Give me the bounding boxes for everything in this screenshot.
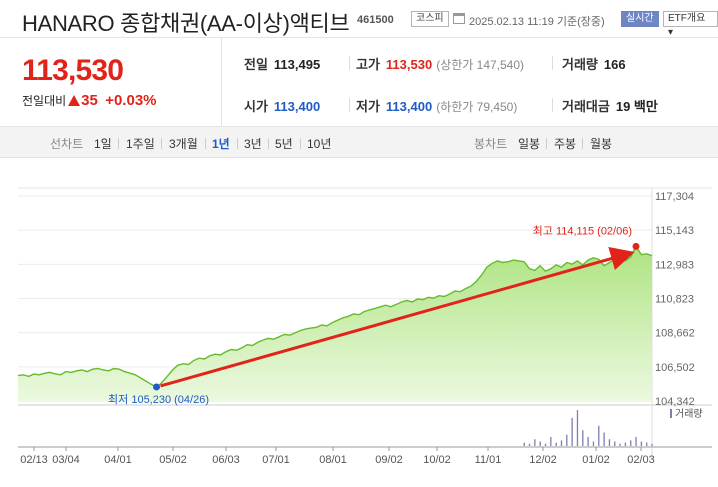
volume-bar [571,417,573,446]
tab-1w[interactable]: 1주일 [126,137,155,151]
x-tick-label: 07/01 [262,454,290,466]
volume-bar [624,442,627,446]
volume-bar [651,443,653,446]
x-tick-label: 01/02 [582,454,610,466]
etf-overview-button[interactable]: ETF개요 ▾ [663,11,718,38]
tab-1y[interactable]: 1년 [212,137,230,151]
x-tick-label: 05/02 [159,454,187,466]
tab-daily[interactable]: 일봉 [518,137,541,151]
x-tick-label: 11/01 [475,454,502,466]
x-tick-label: 09/02 [375,454,403,466]
tab-3m[interactable]: 3개월 [169,137,198,151]
y-tick-label: 104,342 [655,396,695,408]
tab-10y[interactable]: 10년 [307,137,332,151]
x-tick-label: 04/01 [104,454,132,466]
x-tick-label: 10/02 [423,454,451,466]
stat-high: 고가 113,530 (상한가 147,540) [356,57,525,72]
volume-bar [598,425,600,446]
volume-legend-swatch [670,409,672,418]
volume-bar [576,410,579,446]
volume-bar [544,443,547,446]
y-tick-label: 108,662 [655,328,695,340]
y-tick-label: 106,502 [655,362,695,374]
current-price: 113,530 [22,54,124,87]
volume-bar [635,437,637,446]
y-tick-label: 117,304 [655,191,694,203]
stat-amount: 거래대금 19 백만 [562,99,658,114]
high-label: 최고 114,115 (02/06) [533,224,632,237]
volume-bar [566,434,568,446]
tab-1d[interactable]: 1일 [94,137,112,151]
stat-volume: 거래량 166 [562,57,626,72]
stat-prev: 전일 113,495 [244,57,321,72]
x-tick-label: 08/01 [319,454,347,466]
stat-open: 시가 113,400 [244,99,321,114]
market-badge: 코스피 [411,11,449,27]
etf-title: HANARO 종합채권(AA-이상)액티브 [22,11,350,36]
volume-bar [528,443,531,446]
price-stats: 전일 113,495 고가 113,530 (상한가 147,540) 거래량 166 … [222,38,718,126]
change-percent: +0.03% [105,92,157,109]
timestamp: 2025.02.13 11:19 기준(장중) [469,16,605,28]
candle-chart-label: 봉차트 [474,137,508,151]
volume-bar [587,437,589,446]
price-change: 전일대비 35 +0.03% [22,92,157,109]
chart-tabs: 선차트 1일 1주일 3개월 1년 3년 5년 10년 봉차트 일봉 주봉 월봉 [0,126,718,158]
low-point [153,383,161,391]
x-tick-label: 06/03 [212,454,240,466]
x-tick-label: 02/03 [627,454,655,466]
line-chart-label: 선차트 [50,137,84,151]
up-triangle-icon [68,95,81,106]
price-chart[interactable]: 117,304 115,143 112,983 110,823 108,662 106,5… [0,158,718,487]
volume-bar [592,441,595,446]
stat-low: 저가 113,400 (하한가 79,450) [356,99,518,114]
y-tick-label: 115,143 [655,225,694,237]
x-tick-label: 12/02 [529,454,557,466]
volume-bar [560,440,563,446]
tab-3y[interactable]: 3년 [244,137,262,151]
volume-bar [550,437,552,446]
volume-bar [555,442,557,446]
volume-bar [582,430,584,446]
price-line [17,244,653,388]
volume-bar [523,442,525,446]
volume-legend-label: 거래량 [675,408,703,420]
tab-5y[interactable]: 5년 [275,137,293,151]
y-tick-label: 112,983 [655,259,694,271]
change-value: 35 [81,92,98,109]
tab-weekly[interactable]: 주봉 [554,137,577,151]
ticker-code: 461500 [357,14,394,26]
y-tick-label: 110,823 [655,294,694,306]
volume-bar [640,441,643,446]
change-label: 전일대비 [22,94,67,108]
price-area [18,246,652,401]
realtime-button[interactable]: 실시간 [621,11,659,27]
volume-bar [539,441,541,446]
tab-monthly[interactable]: 월봉 [590,137,613,151]
x-tick-label: 03/04 [52,454,80,466]
volume-bar [608,439,611,446]
volume-bar [603,432,605,446]
volume-bar [619,443,621,446]
volume-bar [630,440,632,446]
volume-bar [646,442,648,446]
price-box: 113,530 전일대비 35 +0.03% [0,38,222,126]
high-point [632,242,640,250]
low-label: 최저 105,230 (04/26) [108,393,209,406]
volume-bar [614,441,616,446]
x-tick-label: 02/13 [20,454,48,466]
volume-bar [534,439,536,446]
header: HANARO 종합채권(AA-이상)액티브 461500 코스피 2025.02… [0,0,718,38]
chart-svg: 117,304 115,143 112,983 110,823 108,662 106,5… [17,187,712,466]
trend-arrow [160,246,635,388]
calendar-icon [453,13,465,24]
